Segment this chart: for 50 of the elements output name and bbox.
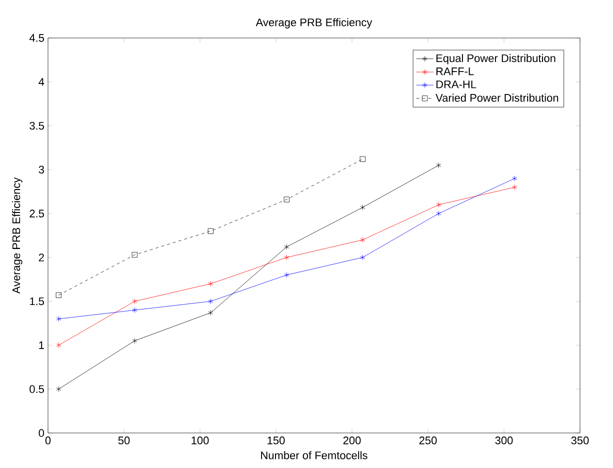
point	[436, 210, 442, 216]
y-tick-label: 1	[39, 341, 44, 349]
y-tick-label: 4.5	[29, 34, 44, 42]
point	[360, 254, 366, 260]
point	[512, 184, 518, 190]
chart-title: Average PRB Efficiency	[256, 18, 372, 28]
point	[56, 386, 62, 392]
point	[284, 254, 290, 260]
y-axis-title: Average PRB Efficiency	[12, 177, 22, 294]
x-tick-label: 300	[495, 436, 513, 444]
legend-label: DRA-HL	[436, 80, 476, 88]
x-axis-title: Number of Femtocells	[261, 451, 368, 460]
x-tick-label: 50	[118, 436, 130, 444]
point	[512, 176, 518, 182]
point	[208, 280, 214, 287]
y-tick-label: 3.5	[30, 122, 44, 130]
point	[56, 292, 62, 298]
point	[436, 202, 442, 208]
x-tick-label: 350	[571, 436, 589, 444]
x-tick-label: 0	[45, 436, 51, 444]
y-tick-label: 0.5	[30, 385, 44, 393]
x-tick-label: 150	[268, 436, 285, 444]
legend-label: Varied Power Distribution	[436, 94, 558, 102]
y-tick-label: 2.5	[30, 210, 44, 218]
point	[56, 342, 62, 348]
point	[284, 244, 290, 250]
legend-label: Equal Power Distribution	[436, 54, 556, 64]
legend-label: RAFF-L	[436, 68, 474, 76]
point	[132, 298, 138, 304]
y-tick-label: 4	[38, 78, 44, 86]
point	[56, 316, 62, 322]
x-tick-label: 100	[192, 436, 209, 444]
point	[284, 196, 290, 202]
point	[284, 272, 290, 278]
point	[132, 252, 138, 258]
point	[208, 228, 214, 234]
point	[132, 307, 138, 313]
y-tick-label: 2	[38, 254, 44, 262]
y-tick-label: 3	[38, 166, 44, 174]
point	[436, 162, 442, 168]
x-tick-label: 250	[419, 436, 437, 444]
point	[208, 298, 214, 304]
point	[132, 338, 138, 344]
point	[360, 204, 366, 210]
point	[360, 156, 366, 162]
y-tick-label: 0	[38, 429, 44, 437]
point	[208, 310, 214, 316]
point	[360, 237, 366, 243]
y-tick-label: 1.5	[30, 297, 44, 306]
x-tick-label: 200	[343, 436, 361, 444]
